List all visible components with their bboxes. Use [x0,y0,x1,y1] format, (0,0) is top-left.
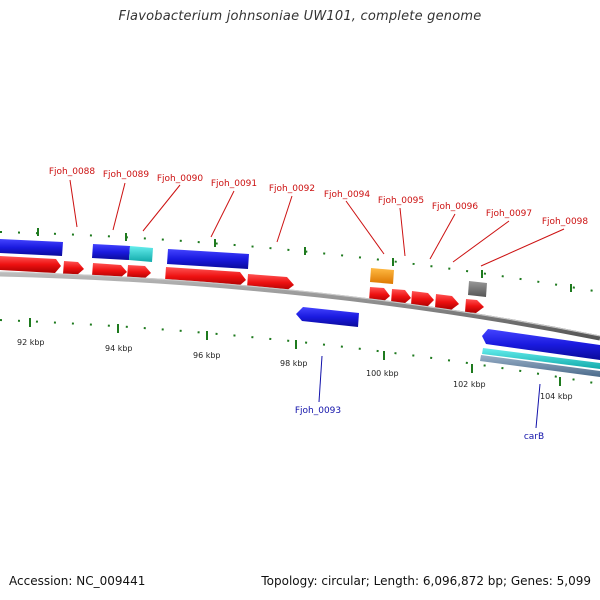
leader-fjoh-0095 [399,207,406,257]
leader-carb [535,383,541,429]
top-leader-lines [69,179,565,267]
upper-tick-track [0,228,600,293]
forward-cds-fjoh-0088[interactable] [0,256,61,273]
gene-label-fjoh-0098[interactable]: Fjoh_0098 [542,217,589,227]
reverse-strand-features-lower [296,307,600,377]
bottom-gene-labels: Fjoh_0093 carB [295,406,544,442]
genome-backbone-highlight [0,271,600,337]
reverse-cds-fjoh-0091[interactable] [167,249,249,269]
forward-cds-fjoh-0095[interactable] [391,289,411,304]
scale-label-98: 98 kbp [280,359,308,368]
steel-feature-carb[interactable] [480,355,600,377]
cyan-feature-fjoh-0090[interactable] [129,246,153,262]
gray-feature-fjoh-0097[interactable] [468,281,487,297]
genome-backbone [0,271,600,341]
scale-label-92: 92 kbp [17,338,45,347]
orange-feature-fjoh-0094[interactable] [370,268,394,284]
gene-label-fjoh-0092[interactable]: Fjoh_0092 [269,184,315,194]
forward-cds-fjoh-0094[interactable] [369,287,390,302]
gene-label-fjoh-0090[interactable]: Fjoh_0090 [157,174,204,184]
gene-label-carb[interactable]: carB [524,432,544,442]
leader-fjoh-0093 [318,355,323,403]
scale-labels: 92 kbp 94 kbp 96 kbp 98 kbp 100 kbp 102 … [17,338,573,401]
leader-fjoh-0096 [429,213,456,260]
gene-label-fjoh-0089[interactable]: Fjoh_0089 [103,170,150,180]
scale-label-94: 94 kbp [105,344,133,353]
leader-fjoh-0092 [276,195,293,243]
gene-label-fjoh-0097[interactable]: Fjoh_0097 [486,209,532,219]
gene-label-fjoh-0093[interactable]: Fjoh_0093 [295,406,341,416]
reverse-cds-fjoh-0088[interactable] [0,239,63,256]
reverse-cds-fjoh-0093[interactable] [296,307,359,327]
forward-cds-fjoh-0097[interactable] [435,294,459,310]
bottom-leader-lines [318,355,541,429]
leader-fjoh-0088 [69,179,78,228]
top-gene-labels: Fjoh_0088 Fjoh_0089 Fjoh_0090 Fjoh_0091 … [49,167,589,227]
accession-label: Accession: NC_009441 [9,574,146,588]
cyan-feature-carb[interactable] [482,348,600,369]
genome-summary: Topology: circular; Length: 6,096,872 bp… [261,574,591,588]
gene-label-fjoh-0095[interactable]: Fjoh_0095 [378,196,424,206]
forward-cds-fjoh-0098[interactable] [465,299,484,313]
gene-label-fjoh-0088[interactable]: Fjoh_0088 [49,167,96,177]
forward-cds-fjoh-0090[interactable] [92,263,127,278]
reverse-cds-fjoh-0089[interactable] [92,244,130,260]
leader-fjoh-0090 [142,184,181,232]
gene-label-fjoh-0096[interactable]: Fjoh_0096 [432,202,479,212]
leader-fjoh-0091 [210,190,235,238]
leader-fjoh-0097 [452,220,510,263]
gene-label-fjoh-0094[interactable]: Fjoh_0094 [324,190,371,200]
forward-cds-fjoh-0096[interactable] [411,291,434,307]
upper-minor-ticks [0,231,600,293]
scale-label-96: 96 kbp [193,351,221,360]
forward-cds-fjoh-0089[interactable] [63,261,84,275]
leader-fjoh-0098 [480,228,565,267]
leader-fjoh-0094 [345,200,385,255]
scale-label-104: 104 kbp [540,392,573,401]
forward-cds-fjoh-0090b[interactable] [127,265,151,279]
leader-fjoh-0089 [112,182,126,231]
gene-label-fjoh-0091[interactable]: Fjoh_0091 [211,179,257,189]
scale-label-100: 100 kbp [366,369,399,378]
lower-tick-track [0,318,600,386]
reverse-cds-carb[interactable] [482,329,600,360]
scale-label-102: 102 kbp [453,380,486,389]
reverse-strand-features [0,239,487,297]
genome-title: Flavobacterium johnsoniae UW101, complet… [118,9,482,24]
